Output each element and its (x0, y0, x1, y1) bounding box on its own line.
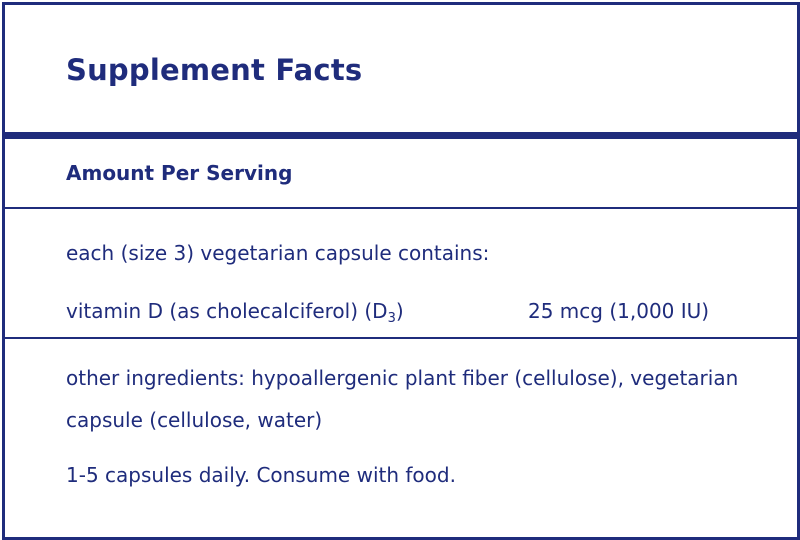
title-row: Supplement Facts (5, 5, 797, 132)
nutrient-row: vitamin D (as cholecalciferol) (D3) 25 m… (66, 297, 756, 327)
nutrient-amount: 25 mcg (1,000 IU) (528, 299, 710, 323)
nutrient-name-subscript: 3 (387, 311, 396, 326)
amount-per-serving-heading: Amount Per Serving (66, 161, 293, 185)
other-ingredients: other ingredients: hypoallergenic plant … (66, 366, 739, 432)
section-divider (5, 337, 797, 339)
serving-description: each (size 3) vegetarian capsule contain… (66, 241, 490, 265)
panel-title: Supplement Facts (66, 53, 363, 87)
title-divider (5, 132, 797, 139)
nutrient-name-suffix: ) (395, 299, 404, 323)
directions: 1-5 capsules daily. Consume with food. (66, 463, 456, 487)
section-divider (5, 207, 797, 209)
nutrient-name: vitamin D (as cholecalciferol) (D3) (66, 297, 404, 325)
nutrient-name-text: vitamin D (as cholecalciferol) (D (66, 299, 388, 323)
